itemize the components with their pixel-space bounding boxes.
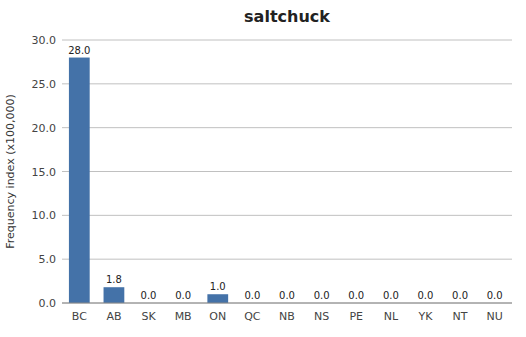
data-label: 0.0	[141, 290, 157, 301]
x-tick-label: PE	[349, 310, 363, 323]
data-label: 0.0	[383, 290, 399, 301]
data-label: 0.0	[244, 290, 260, 301]
grid-line	[62, 171, 512, 172]
grid-line	[62, 83, 512, 84]
grid-line	[62, 40, 512, 41]
grid-line	[62, 259, 512, 260]
grid-line	[62, 303, 512, 304]
y-tick-label: 20.0	[32, 122, 57, 135]
data-label: 0.0	[487, 290, 503, 301]
y-axis-label: Frequency index (x100,000)	[4, 94, 17, 249]
grid-line	[62, 215, 512, 216]
data-label: 1.0	[210, 281, 226, 292]
bar	[104, 287, 125, 303]
data-label: 1.8	[106, 274, 122, 285]
x-tick-label: AB	[106, 310, 121, 323]
data-label: 0.0	[279, 290, 295, 301]
x-tick-label: NL	[384, 310, 399, 323]
x-tick-label: NS	[314, 310, 329, 323]
data-label: 0.0	[418, 290, 434, 301]
grid	[62, 40, 512, 303]
x-tick-label: YK	[417, 310, 433, 323]
y-tick-label: 0.0	[39, 297, 57, 310]
y-tick-label: 25.0	[32, 78, 57, 91]
chart: saltchuck Frequency index (x100,000) 0.0 5.…	[0, 0, 526, 337]
bar	[69, 58, 90, 303]
bar	[207, 294, 228, 303]
y-tick-label: 30.0	[32, 34, 57, 47]
x-tick-label: NT	[453, 310, 468, 323]
x-tick-label: SK	[141, 310, 156, 323]
data-label: 0.0	[175, 290, 191, 301]
x-tick-label: BC	[72, 310, 87, 323]
data-label: 0.0	[452, 290, 468, 301]
bars	[69, 58, 228, 303]
grid-line	[62, 127, 512, 128]
data-label: 28.0	[68, 45, 90, 56]
y-tick-label: 5.0	[39, 253, 57, 266]
y-tick-label: 10.0	[32, 209, 57, 222]
x-tick-label: ON	[209, 310, 226, 323]
x-axis-line	[62, 303, 512, 304]
x-tick-label: QC	[244, 310, 261, 323]
y-tick-label: 15.0	[32, 166, 57, 179]
data-label: 0.0	[348, 290, 364, 301]
title: saltchuck	[244, 7, 330, 26]
x-tick-label: NU	[487, 310, 503, 323]
x-tick-label: NB	[279, 310, 295, 323]
x-tick-label: MB	[175, 310, 192, 323]
data-label: 0.0	[314, 290, 330, 301]
